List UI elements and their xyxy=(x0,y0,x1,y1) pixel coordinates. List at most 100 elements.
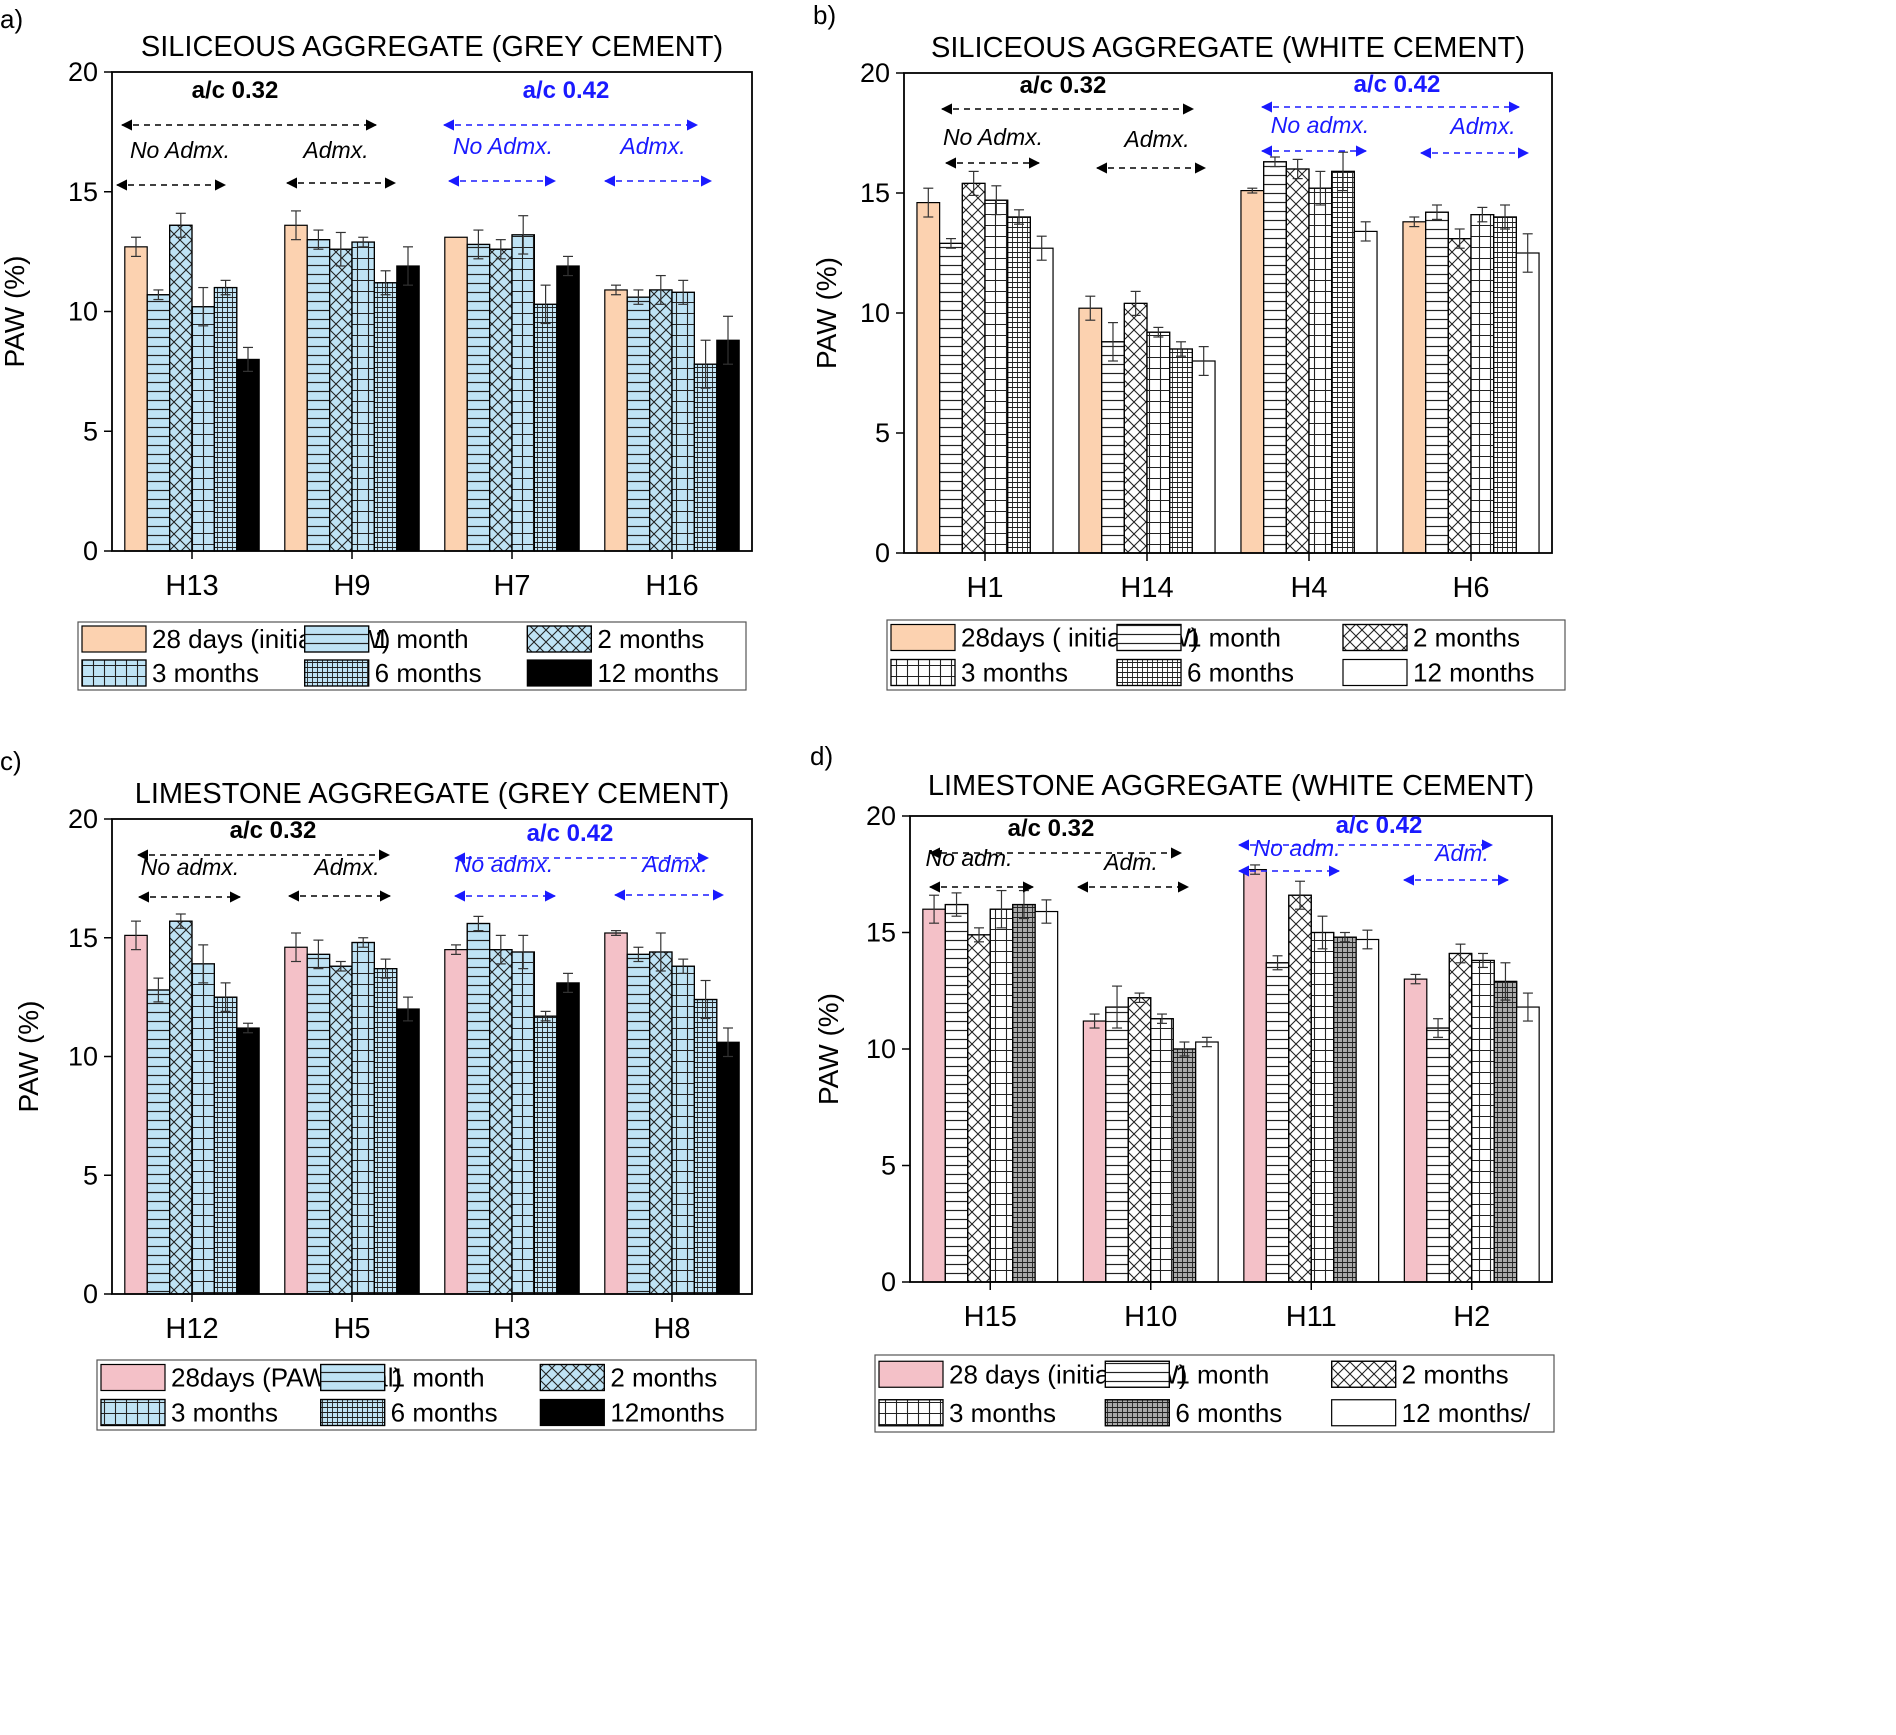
bar xyxy=(1515,252,1540,554)
legend-swatch xyxy=(1331,1399,1397,1427)
x-tick-label: H14 xyxy=(1120,572,1173,604)
bar-hatch xyxy=(1308,187,1333,554)
x-tick-label: H8 xyxy=(653,1313,690,1345)
bar-hatch xyxy=(489,248,513,552)
bar xyxy=(1195,1041,1219,1283)
bar xyxy=(236,358,260,552)
bar xyxy=(916,202,941,554)
legend-swatch-hatch xyxy=(1331,1360,1397,1388)
bar-hatch xyxy=(169,920,193,1295)
legend-label: 12 months xyxy=(1413,658,1534,688)
bar-hatch xyxy=(1101,341,1125,554)
legend-swatch-hatch xyxy=(890,658,956,687)
annotation-group-label: a/c 0.32 xyxy=(192,77,279,104)
bar-hatch xyxy=(1172,1048,1197,1283)
bar xyxy=(236,1027,260,1295)
bar-hatch xyxy=(1150,1018,1174,1283)
bar-hatch xyxy=(213,286,238,552)
legend-label: 12 months/ xyxy=(1402,1398,1531,1428)
bar-hatch xyxy=(329,965,353,1295)
y-tick-label: 20 xyxy=(68,57,98,87)
annotation-group-label: a/c 0.42 xyxy=(527,820,614,847)
bar-hatch xyxy=(1426,1027,1450,1283)
y-axis-label: PAW (%) xyxy=(813,993,844,1105)
legend-swatch xyxy=(890,623,956,652)
bar xyxy=(444,949,468,1295)
x-tick-label: H10 xyxy=(1124,1301,1177,1333)
bar xyxy=(604,932,628,1295)
bar-hatch xyxy=(1263,161,1287,554)
bar xyxy=(716,1041,740,1295)
annotation-sub-label: Admx. xyxy=(1448,113,1515,139)
y-tick-label: 20 xyxy=(860,58,890,88)
panel-label: c) xyxy=(0,746,22,776)
legend-swatch-hatch xyxy=(1104,1360,1170,1388)
chart-panel-4: d) LIMESTONE AGGREGATE (WHITE CEMENT) PAW … xyxy=(810,741,1555,1433)
plot-frame xyxy=(909,815,1553,1283)
annotation-sub-label: No Admx. xyxy=(943,124,1043,150)
bar-hatch xyxy=(1470,214,1495,554)
legend-box xyxy=(96,1359,757,1431)
x-tick-label: H13 xyxy=(165,570,218,602)
bar-hatch xyxy=(373,282,398,552)
bar-hatch xyxy=(533,303,558,552)
bar-hatch xyxy=(693,363,718,552)
chart-title: SILICEOUS AGGREGATE (GREY CEMENT) xyxy=(141,31,723,63)
bar-hatch xyxy=(1493,216,1517,554)
legend-box xyxy=(886,619,1566,691)
chart-panel-2: b) SILICEOUS AGGREGATE (WHITE CEMENT) PAW … xyxy=(811,0,1566,691)
legend-swatch xyxy=(100,1363,166,1392)
bar-hatch xyxy=(1105,1006,1129,1283)
bar-hatch xyxy=(967,934,991,1283)
bar xyxy=(1034,910,1059,1283)
panel-label: d) xyxy=(810,741,833,771)
bar-hatch xyxy=(1012,903,1036,1283)
y-tick-label: 5 xyxy=(875,418,890,448)
bar xyxy=(716,339,740,552)
bar-hatch xyxy=(1333,936,1357,1283)
bar-hatch xyxy=(191,306,215,552)
bar-hatch xyxy=(693,998,718,1295)
annotation-sub-label: No admx. xyxy=(455,851,553,877)
bar-hatch xyxy=(306,239,331,552)
legend-swatch-hatch xyxy=(304,625,370,653)
bar-hatch xyxy=(146,989,171,1295)
bar-hatch xyxy=(213,996,238,1295)
annotation-group-label: a/c 0.32 xyxy=(1020,72,1107,99)
bar-hatch xyxy=(373,968,398,1295)
bar xyxy=(1078,307,1103,554)
legend-swatch-hatch xyxy=(320,1363,386,1392)
legend-label: 2 months xyxy=(610,1363,717,1393)
legend-swatch-hatch xyxy=(526,625,592,653)
legend-label: 6 months xyxy=(1187,658,1294,688)
plot-frame xyxy=(903,72,1553,554)
bar xyxy=(1191,360,1216,554)
bar xyxy=(1355,938,1380,1283)
legend-label: 2 months xyxy=(1413,623,1520,653)
bar-hatch xyxy=(533,1015,558,1295)
bar xyxy=(124,934,148,1295)
bar-hatch xyxy=(648,289,673,552)
x-tick-label: H7 xyxy=(493,570,530,602)
legend-swatch xyxy=(526,659,592,687)
bar xyxy=(1082,1020,1107,1283)
x-tick-label: H12 xyxy=(165,1313,218,1345)
annotation-sub-label: Admx. xyxy=(312,854,379,880)
y-tick-label: 15 xyxy=(866,918,896,948)
bar-hatch xyxy=(466,243,491,552)
bar xyxy=(396,1008,420,1295)
bar-hatch xyxy=(1471,959,1495,1283)
bar xyxy=(604,289,628,552)
annotation-sub-label: Admx. xyxy=(618,133,685,159)
legend-swatch xyxy=(81,625,147,653)
bar-hatch xyxy=(1265,962,1290,1283)
bar xyxy=(284,946,308,1295)
annotation-sub-label: Admx. xyxy=(301,137,368,163)
legend-swatch-hatch xyxy=(1116,658,1182,687)
bar-hatch xyxy=(1310,931,1335,1283)
